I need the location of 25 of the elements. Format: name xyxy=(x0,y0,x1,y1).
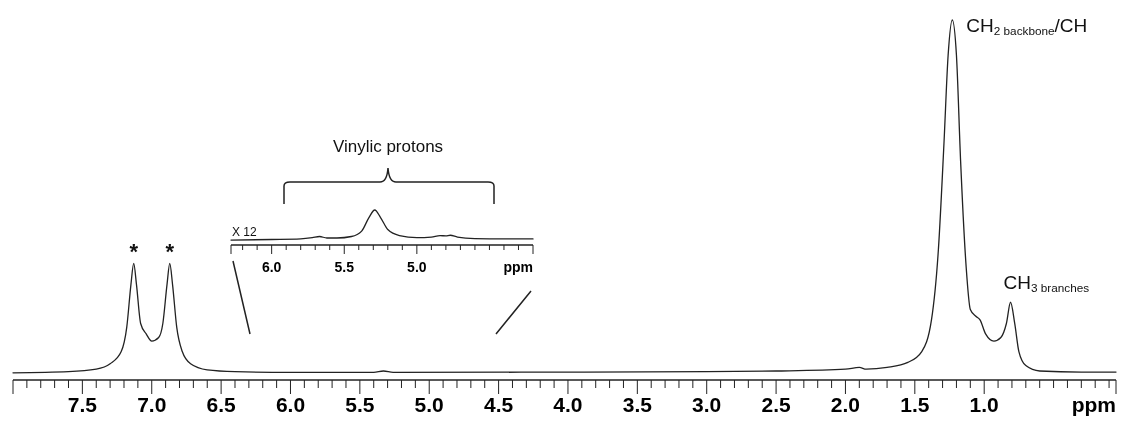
annotation: * xyxy=(129,239,139,265)
annotation: CH$_{2 backbone}$/CH xyxy=(966,15,1088,37)
x-axis-title: ppm xyxy=(503,259,533,275)
x-tick-label: 5.5 xyxy=(345,393,375,416)
x-tick-label: 6.0 xyxy=(261,259,282,275)
annotation: * xyxy=(165,239,175,265)
x-tick-label: 4.0 xyxy=(553,393,583,416)
annotation: CH$_{3 branches}$ xyxy=(1003,272,1090,295)
x-tick-label: 2.5 xyxy=(761,393,791,416)
x-tick-label: 7.5 xyxy=(67,393,98,416)
x-tick-label: 4.5 xyxy=(484,393,514,416)
x-tick-label: 7.0 xyxy=(137,393,167,416)
x-tick-label: 6.0 xyxy=(275,393,306,416)
x-tick-label: 5.0 xyxy=(407,259,427,275)
x-tick-label: 1.0 xyxy=(969,393,999,416)
x-tick-label: 6.5 xyxy=(206,393,237,416)
x-tick-label: 3.5 xyxy=(622,393,653,416)
x-tick-label: 5.5 xyxy=(334,259,355,275)
x-tick-label: 1.5 xyxy=(900,393,930,416)
annotation: X 12 xyxy=(232,225,258,239)
annotation: Vinylic protons xyxy=(332,137,444,156)
x-tick-label: 2.0 xyxy=(830,393,861,416)
x-tick-label: 5.0 xyxy=(414,393,444,416)
x-axis-title: ppm xyxy=(1071,393,1116,416)
x-tick-label: 3.0 xyxy=(692,393,722,416)
